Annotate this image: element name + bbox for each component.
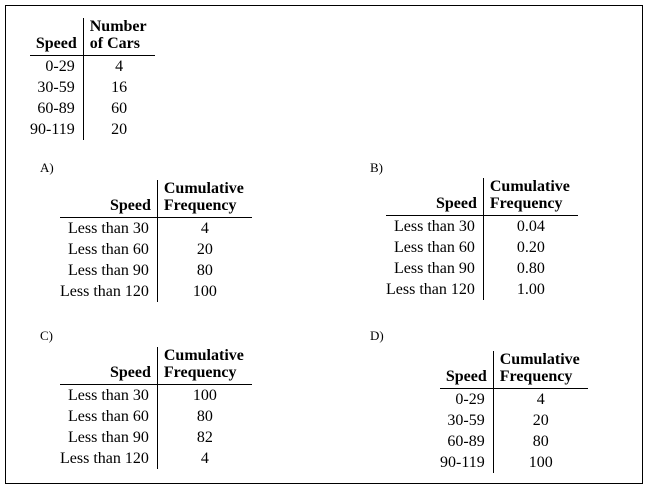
table-row: 30-59 16 — [30, 77, 155, 98]
option-d-label: D) — [370, 328, 384, 343]
table-row: 30-59 20 — [440, 410, 588, 431]
frequency-cell: 4 — [156, 448, 252, 469]
speed-cell: Less than 90 — [68, 261, 149, 279]
speed-cell: Less than 120 — [386, 280, 475, 298]
speed-cell: 0-29 — [455, 390, 485, 408]
header-line-1: Number — [89, 18, 147, 35]
speed-cell: Less than 30 — [394, 217, 475, 235]
speed-cell: Less than 60 — [68, 407, 149, 425]
frequency-cell: 82 — [156, 427, 252, 448]
frequency-cell: 100 — [156, 384, 252, 406]
frequency-cell: 0.80 — [482, 258, 578, 279]
header-line-1: Cumulative — [163, 180, 244, 197]
frequency-cell: 1.00 — [482, 279, 578, 300]
question-frame — [5, 5, 643, 484]
table-row: Less than 30 4 — [60, 217, 252, 239]
frequency-cell: 100 — [492, 452, 588, 473]
table-row: 90-119 20 — [30, 119, 155, 140]
table-header-row: Speed Cumulative Frequency — [440, 351, 588, 389]
frequency-cell: 0.04 — [482, 215, 578, 237]
speed-cell: Less than 30 — [68, 386, 149, 404]
table-row: Less than 60 20 — [60, 239, 252, 260]
speed-cell: Less than 90 — [68, 428, 149, 446]
speed-cell: Less than 90 — [394, 259, 475, 277]
table-row: Less than 120 4 — [60, 448, 252, 469]
table-row: Less than 120 1.00 — [386, 279, 578, 300]
speed-cell: 90-119 — [440, 453, 485, 471]
frequency-cell: 4 — [156, 217, 252, 239]
table-row: Less than 30 100 — [60, 384, 252, 406]
table-header-row: Speed Cumulative Frequency — [386, 178, 578, 216]
option-c-label: C) — [40, 328, 53, 343]
speed-header: Speed — [60, 347, 158, 385]
table-row: Less than 90 82 — [60, 427, 252, 448]
frequency-cell: 80 — [156, 406, 252, 427]
table-header-row: Speed Number of Cars — [30, 18, 155, 56]
speed-cell: Less than 30 — [68, 219, 149, 237]
header-line-2: of Cars — [89, 35, 140, 52]
option-c-table: Speed Cumulative Frequency Less than 30 10… — [60, 347, 252, 469]
speed-cell: Less than 60 — [394, 238, 475, 256]
speed-cell: Less than 60 — [68, 240, 149, 258]
speed-header: Speed — [386, 178, 484, 216]
speed-cell: 60-89 — [37, 99, 75, 117]
header-line-1: Cumulative — [499, 351, 580, 368]
count-cell: 16 — [82, 77, 155, 98]
count-cell: 20 — [82, 119, 155, 140]
frequency-cell: 80 — [156, 260, 252, 281]
frequency-cell: 20 — [156, 239, 252, 260]
table-row: Less than 120 100 — [60, 281, 252, 302]
table-row: 0-29 4 — [440, 388, 588, 410]
speed-cell: 30-59 — [37, 78, 75, 96]
table-row: 90-119 100 — [440, 452, 588, 473]
count-cell: 60 — [82, 98, 155, 119]
frequency-cell: 20 — [492, 410, 588, 431]
table-row: Less than 60 80 — [60, 406, 252, 427]
speed-header: Speed — [440, 351, 494, 389]
option-a-label: A) — [40, 160, 54, 175]
header-line-2: Frequency — [489, 195, 563, 212]
speed-cell: 60-89 — [447, 432, 485, 450]
table-row: 60-89 60 — [30, 98, 155, 119]
option-a-table: Speed Cumulative Frequency Less than 30 4 … — [60, 180, 252, 302]
speed-header: Speed — [30, 18, 84, 56]
count-cell: 4 — [82, 55, 155, 77]
speed-cell: 30-59 — [447, 411, 485, 429]
table-row: 60-89 80 — [440, 431, 588, 452]
table-header-row: Speed Cumulative Frequency — [60, 347, 252, 385]
speed-cell: 0-29 — [45, 57, 75, 75]
speed-cell: 90-119 — [30, 120, 75, 138]
table-row: Less than 90 80 — [60, 260, 252, 281]
header-line-2: Frequency — [499, 368, 573, 385]
header-line-1: Cumulative — [489, 178, 570, 195]
option-b-label: B) — [370, 160, 383, 175]
table-row: Less than 60 0.20 — [386, 237, 578, 258]
frequency-cell: 100 — [156, 281, 252, 302]
option-d-table: Speed Cumulative Frequency 0-29 4 30-59 20 … — [440, 351, 588, 473]
frequency-cell: 0.20 — [482, 237, 578, 258]
cumulative-frequency-header: Cumulative Frequency — [482, 178, 578, 216]
frequency-cell: 4 — [492, 388, 588, 410]
option-b-table: Speed Cumulative Frequency Less than 30 0.… — [386, 178, 578, 300]
table-row: Less than 90 0.80 — [386, 258, 578, 279]
cumulative-frequency-header: Cumulative Frequency — [156, 180, 252, 218]
speed-cell: Less than 120 — [60, 449, 149, 467]
number-of-cars-header: Number of Cars — [82, 18, 155, 56]
cumulative-frequency-header: Cumulative Frequency — [156, 347, 252, 385]
table-row: 0-29 4 — [30, 55, 155, 77]
frequency-cell: 80 — [492, 431, 588, 452]
header-line-1: Cumulative — [163, 347, 244, 364]
header-line-2: Frequency — [163, 364, 237, 381]
table-row: Less than 30 0.04 — [386, 215, 578, 237]
cumulative-frequency-header: Cumulative Frequency — [492, 351, 588, 389]
speed-cell: Less than 120 — [60, 282, 149, 300]
header-line-2: Frequency — [163, 197, 237, 214]
speed-table: Speed Number of Cars 0-29 4 30-59 16 60-89 6… — [30, 18, 155, 140]
table-header-row: Speed Cumulative Frequency — [60, 180, 252, 218]
speed-header: Speed — [60, 180, 158, 218]
